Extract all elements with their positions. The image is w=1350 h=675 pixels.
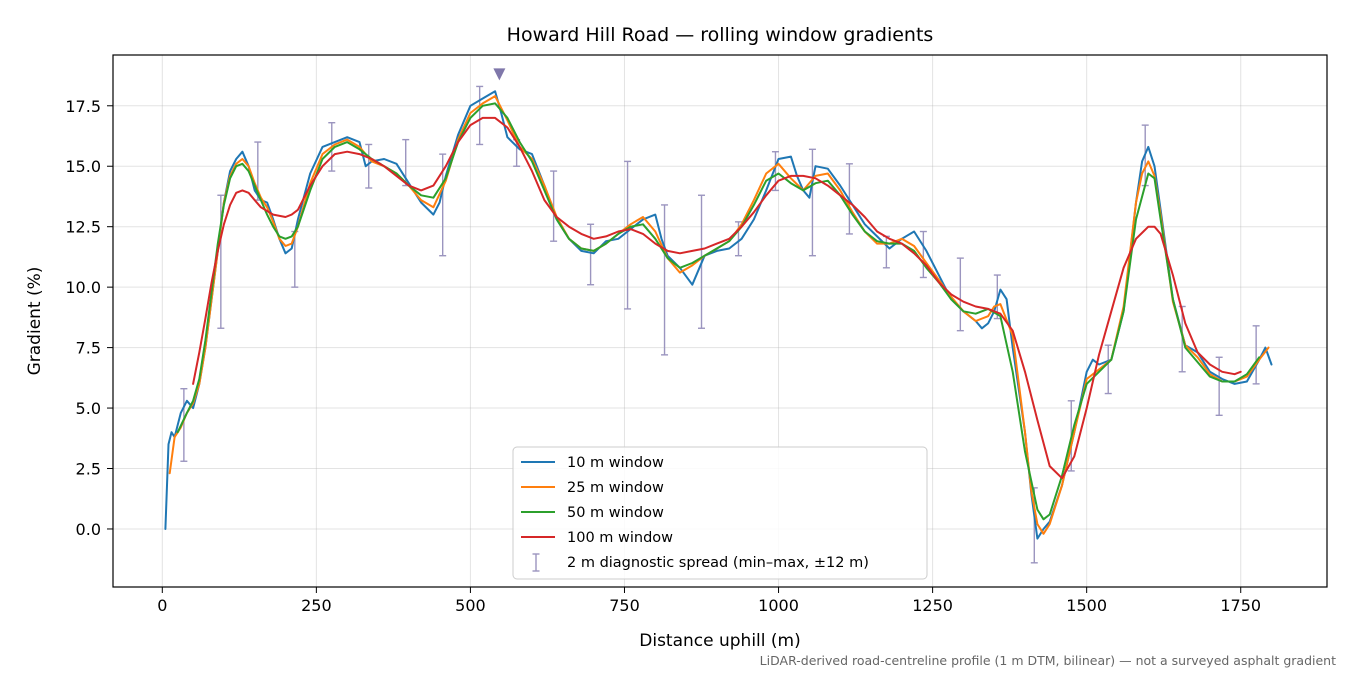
error-bar: [365, 143, 373, 189]
legend-box: [512, 446, 928, 580]
y-tick-label: 0.0: [76, 520, 101, 539]
error-bar: [587, 223, 595, 286]
legend-label-50m: 50 m window: [567, 505, 664, 521]
legend: 10 m window 25 m window 50 m window 100 …: [512, 446, 928, 580]
x-tick-label: 0: [157, 596, 167, 615]
x-tick-label: 250: [301, 596, 332, 615]
error-bar: [956, 257, 964, 332]
plot-frame: [112, 54, 1328, 588]
y-tick-label: 17.5: [65, 97, 101, 116]
error-bar: [217, 194, 225, 329]
y-axis-title: Gradient (%): [25, 267, 45, 376]
x-tick-label: 750: [609, 596, 640, 615]
grid-lines: [113, 55, 1327, 587]
x-tick-label: 500: [455, 596, 486, 615]
legend-label-25m: 25 m window: [567, 480, 664, 496]
legend-swatch-errorbar: [532, 553, 540, 572]
error-bar: [1252, 325, 1260, 385]
legend-label-100m: 100 m window: [567, 530, 673, 546]
error-bar: [1215, 356, 1223, 417]
error-bar: [882, 235, 890, 269]
legend-label-10m: 10 m window: [567, 455, 664, 471]
y-tick-label: 7.5: [76, 339, 101, 358]
y-tick-label: 10.0: [65, 278, 101, 297]
chart-title: Howard Hill Road — rolling window gradie…: [507, 24, 934, 46]
series-100m-line: [192, 116, 1242, 480]
error-bar: [1104, 344, 1112, 395]
y-tick-label: 5.0: [76, 399, 101, 418]
x-tick-label: 1750: [1220, 596, 1261, 615]
error-bar: [808, 148, 816, 257]
error-bar: [919, 230, 927, 279]
series-lines: [164, 90, 1273, 540]
axis-ticks: 0 250 500 750 1000 1250 1500 1750 0.0 2.5 5.0 7.5 10…: [65, 97, 1261, 615]
error-bar: [661, 204, 669, 356]
error-bar: [550, 170, 558, 242]
y-tick-label: 2.5: [76, 460, 101, 479]
x-tick-label: 1500: [1066, 596, 1107, 615]
series-50m-line: [176, 102, 1261, 521]
legend-label-errorbar: 2 m diagnostic spread (min–max, ±12 m): [567, 555, 869, 571]
footnote: LiDAR-derived road-centreline profile (1…: [760, 653, 1336, 668]
x-tick-label: 1000: [758, 596, 799, 615]
plot-area: [164, 85, 1273, 564]
peak-marker-layer: [493, 68, 506, 81]
y-tick-label: 15.0: [65, 157, 101, 176]
x-axis-title: Distance uphill (m): [639, 631, 800, 651]
peak-marker: [493, 68, 506, 81]
x-tick-label: 1250: [912, 596, 953, 615]
y-tick-label: 12.5: [65, 218, 101, 237]
error-bar: [476, 85, 484, 146]
error-bar: [624, 160, 632, 310]
error-bar: [180, 388, 188, 462]
